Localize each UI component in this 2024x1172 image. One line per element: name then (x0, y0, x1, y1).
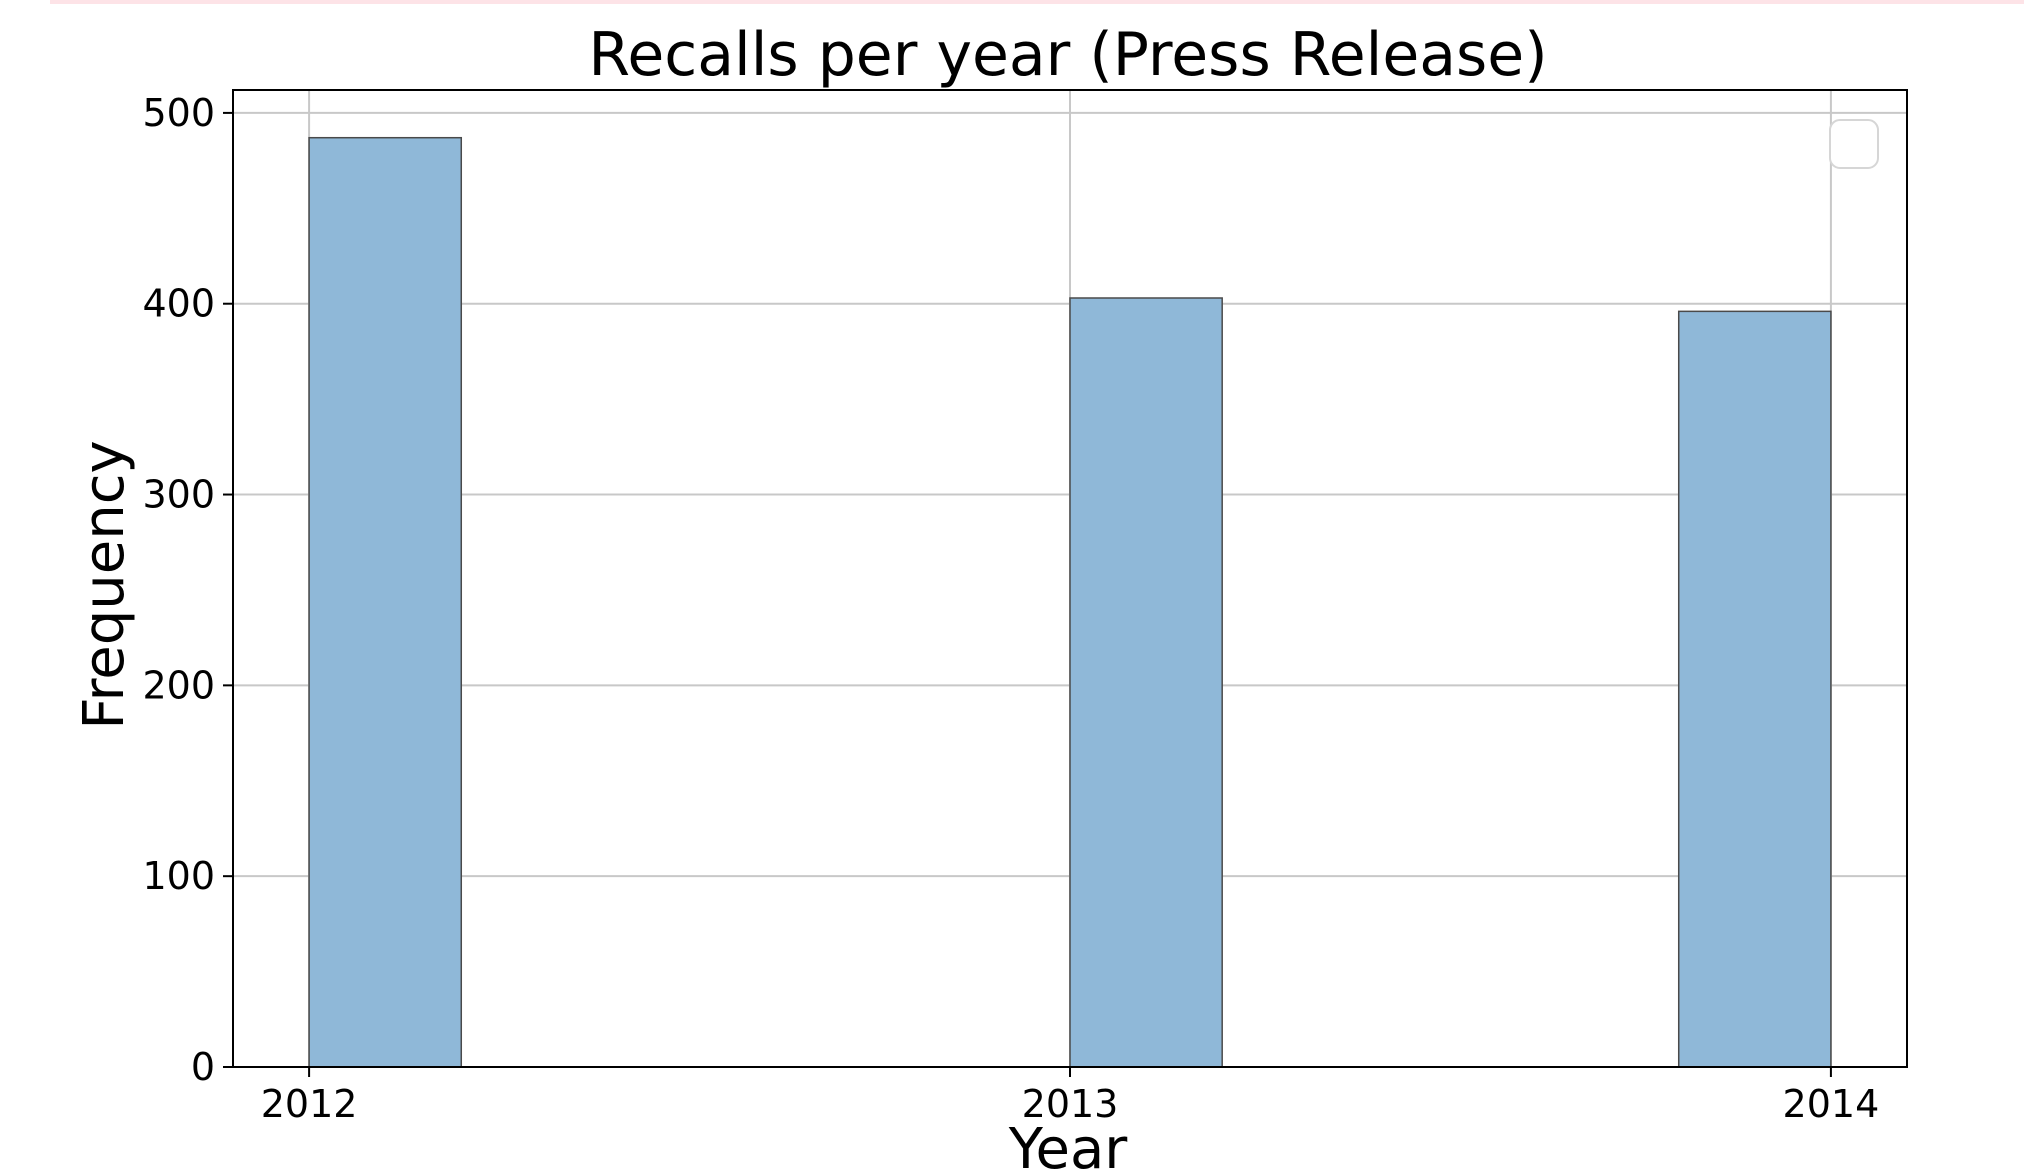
x-tick-label: 2014 (1783, 1082, 1880, 1126)
legend-box (1829, 119, 1879, 169)
bars (308, 136, 1832, 1068)
histogram-bar (1677, 310, 1832, 1068)
y-tick-label: 300 (142, 473, 215, 517)
histogram-bar (1069, 297, 1223, 1068)
y-tick-label: 100 (142, 854, 215, 898)
x-tick-label: 2013 (1022, 1082, 1119, 1126)
x-axis-label: Year (1008, 1117, 1129, 1172)
y-axis-label: Frequency (72, 440, 137, 729)
y-tick-label: 200 (142, 663, 215, 707)
y-tick-label: 0 (191, 1045, 215, 1089)
y-tick-label: 400 (142, 282, 215, 326)
histogram-bar (308, 136, 463, 1068)
top-strip (50, 0, 2024, 4)
y-tick-label: 500 (142, 91, 215, 135)
chart-title: Recalls per year (Press Release) (588, 20, 1547, 90)
ticks: 0 100 200 300 400 500 2012 2013 2014 (142, 91, 1879, 1126)
x-tick-label: 2012 (261, 1082, 358, 1126)
